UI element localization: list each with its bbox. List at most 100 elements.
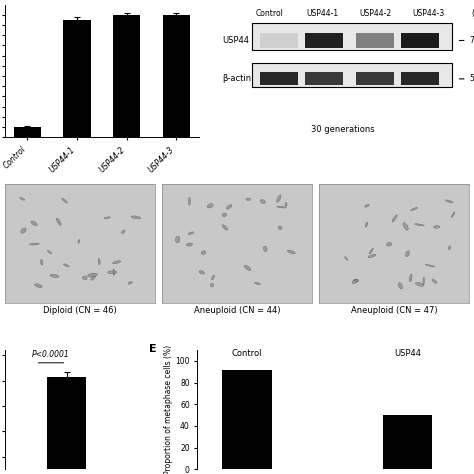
Text: 75: 75 [469,36,474,45]
Text: Control: Control [256,9,284,18]
Ellipse shape [354,279,358,282]
FancyBboxPatch shape [260,73,298,85]
FancyBboxPatch shape [305,73,343,85]
X-axis label: Aneuploid (CN = 47): Aneuploid (CN = 47) [351,306,438,315]
Ellipse shape [386,243,392,246]
X-axis label: Diploid (CN = 46): Diploid (CN = 46) [43,306,117,315]
Ellipse shape [31,221,37,226]
Ellipse shape [82,276,87,280]
Bar [383,415,432,469]
Ellipse shape [98,258,100,264]
Bar [222,370,272,469]
Ellipse shape [432,279,437,283]
Ellipse shape [345,256,348,260]
Bar [64,20,91,137]
Ellipse shape [405,251,410,256]
FancyBboxPatch shape [260,33,298,48]
Text: USP44: USP44 [222,36,249,45]
Ellipse shape [255,282,260,284]
Ellipse shape [352,279,358,283]
Ellipse shape [78,240,80,243]
Ellipse shape [211,275,214,280]
Ellipse shape [434,226,440,228]
Ellipse shape [410,274,412,282]
Ellipse shape [19,198,25,200]
Ellipse shape [260,200,265,203]
Text: Control: Control [232,349,262,358]
Bar [113,15,140,137]
Ellipse shape [246,198,251,201]
FancyBboxPatch shape [401,33,439,48]
FancyBboxPatch shape [401,73,439,85]
Ellipse shape [88,273,98,277]
Text: 50: 50 [469,74,474,83]
Ellipse shape [285,202,287,207]
Text: USP44-1: USP44-1 [307,9,339,18]
Ellipse shape [113,269,115,275]
Text: E: E [148,344,156,354]
Ellipse shape [207,204,213,208]
Ellipse shape [448,246,451,250]
Ellipse shape [131,216,141,219]
Ellipse shape [128,282,132,284]
Ellipse shape [403,223,408,230]
Ellipse shape [365,204,369,207]
Text: USP44-3: USP44-3 [413,9,445,18]
Ellipse shape [62,198,67,203]
Ellipse shape [21,228,26,233]
Y-axis label: Proportion of metaphase cells (%): Proportion of metaphase cells (%) [164,345,173,474]
FancyBboxPatch shape [252,23,452,50]
Ellipse shape [369,248,374,254]
Bar [14,127,41,137]
FancyBboxPatch shape [356,33,393,48]
Ellipse shape [91,276,95,280]
FancyBboxPatch shape [252,63,452,87]
Ellipse shape [277,206,286,208]
Text: β-actin: β-actin [222,74,251,83]
Ellipse shape [112,261,121,264]
Ellipse shape [423,277,425,285]
Ellipse shape [210,283,214,287]
Text: USP44: USP44 [394,349,421,358]
Ellipse shape [201,251,206,255]
Ellipse shape [264,246,267,252]
Ellipse shape [278,226,282,229]
Bar [47,377,86,474]
Ellipse shape [277,195,281,202]
Ellipse shape [227,205,232,209]
Ellipse shape [392,215,397,222]
Ellipse shape [222,213,227,217]
Text: USP44-2: USP44-2 [360,9,392,18]
Ellipse shape [199,271,204,274]
Ellipse shape [425,264,435,267]
Ellipse shape [222,225,228,230]
Ellipse shape [56,218,61,225]
Ellipse shape [452,212,455,218]
Text: (kDa): (kDa) [472,9,474,18]
Ellipse shape [415,224,424,226]
Ellipse shape [50,274,59,277]
Bar [163,15,190,137]
Ellipse shape [415,283,424,286]
Ellipse shape [35,284,42,288]
Text: 30 generations: 30 generations [311,126,375,135]
Ellipse shape [121,230,125,234]
Ellipse shape [29,243,39,245]
Ellipse shape [64,264,69,267]
Ellipse shape [40,259,43,265]
Text: P<0.0001: P<0.0001 [32,350,70,359]
Ellipse shape [47,250,52,254]
Ellipse shape [175,236,180,243]
X-axis label: Aneuploid (CN = 44): Aneuploid (CN = 44) [194,306,280,315]
Ellipse shape [368,254,376,258]
Ellipse shape [287,250,295,254]
FancyBboxPatch shape [356,73,393,85]
Ellipse shape [104,217,110,219]
Ellipse shape [186,243,192,246]
Ellipse shape [398,283,402,289]
Ellipse shape [188,232,193,235]
FancyBboxPatch shape [305,33,343,48]
Ellipse shape [445,200,453,203]
Ellipse shape [244,265,251,271]
Ellipse shape [410,208,418,210]
